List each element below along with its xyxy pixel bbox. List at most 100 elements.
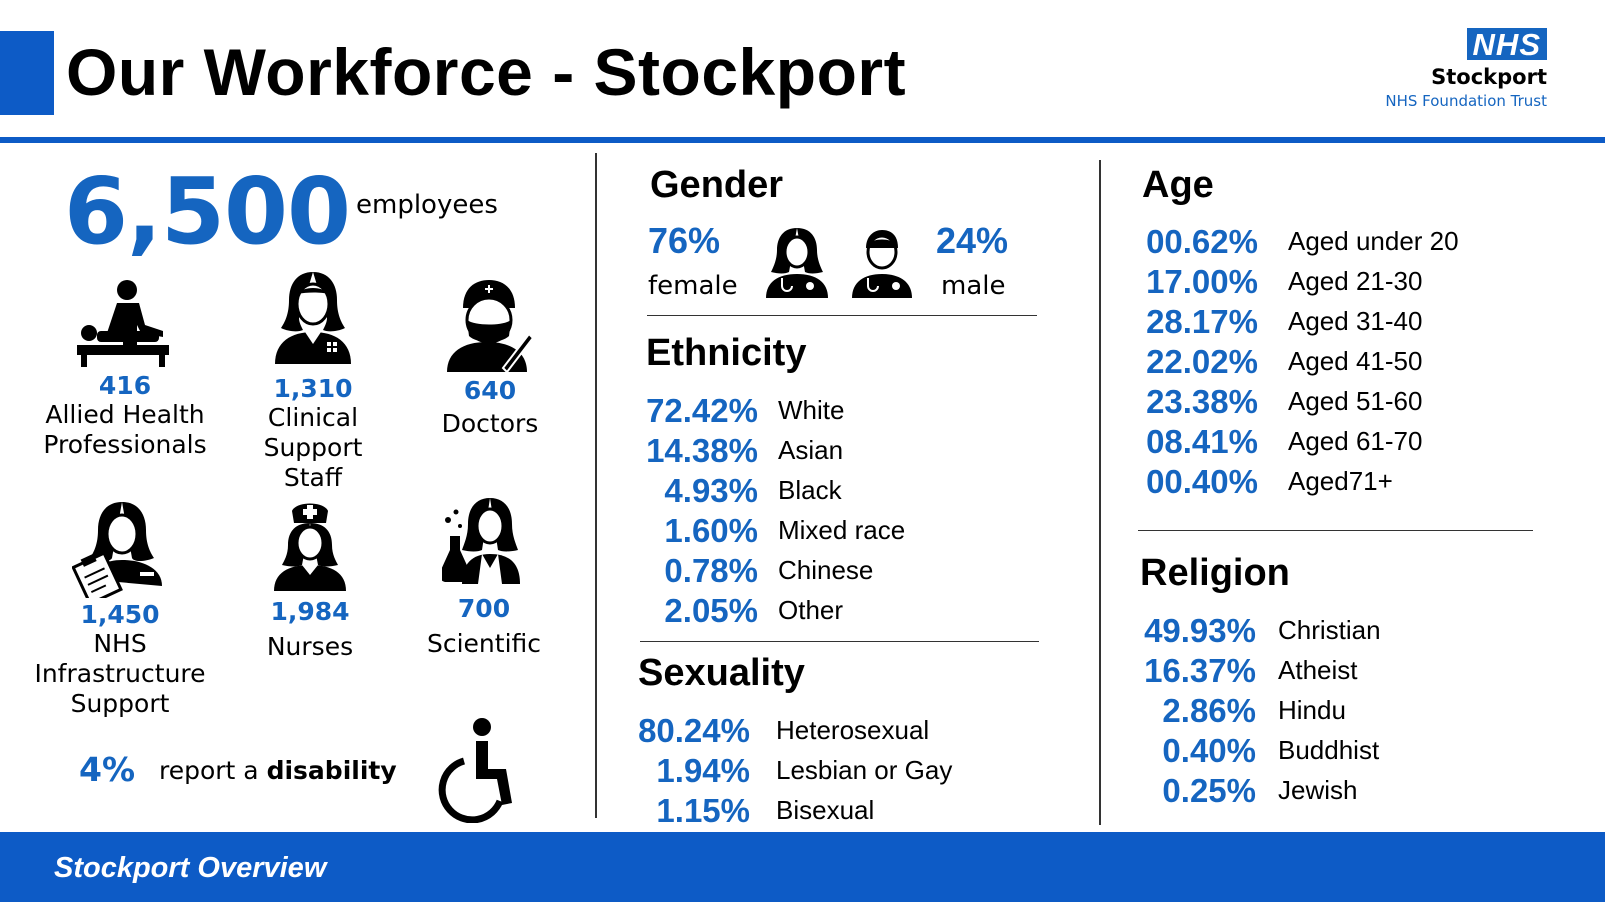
disability-percentage: 4% — [79, 750, 136, 789]
male-doctor-icon — [852, 230, 912, 298]
ethnicity-pct: 72.42% — [646, 392, 758, 429]
sexuality-pct: 1.94% — [656, 752, 750, 789]
religion-list: 49.93% Christian 16.37% Atheist 2.86% Hindu… — [1138, 612, 1578, 812]
ethnicity-label: Black — [778, 475, 842, 505]
female-doctor-icon — [766, 228, 828, 298]
ethnicity-pct: 14.38% — [646, 432, 758, 469]
staff-label-line: Infrastructure — [34, 659, 206, 688]
staff-label: Scientific — [414, 629, 554, 659]
ethnicity-label: Chinese — [778, 555, 874, 585]
sexuality-label: Bisexual — [776, 795, 875, 825]
staff-count: 1,310 — [273, 374, 353, 403]
sexuality-label: Lesbian or Gay — [776, 755, 953, 785]
staff-label-line: Clinical — [267, 403, 359, 432]
nhs-badge: NHS — [1466, 28, 1547, 60]
sexuality-list: 80.24% Heterosexual 1.94% Lesbian or Gay 1… — [632, 712, 1032, 832]
scientist-icon — [442, 498, 520, 584]
staff-label-line: Doctors — [441, 409, 539, 438]
staff-count: 416 — [98, 371, 152, 400]
female-label: female — [648, 271, 738, 301]
age-label: Aged under 20 — [1288, 226, 1459, 256]
ethnicity-pct: 0.78% — [664, 552, 758, 589]
age-pct: 00.62% — [1146, 223, 1258, 260]
religion-label: Atheist — [1278, 655, 1358, 685]
gender-divider — [647, 315, 1037, 316]
disability-text-prefix: report a — [159, 756, 267, 785]
age-label: Aged 51-60 — [1288, 386, 1423, 416]
ethnicity-list: 72.42% White 14.38% Asian 4.93% Black 1.60%… — [640, 392, 1040, 632]
disability-text-bold: disability — [266, 756, 397, 785]
total-employees-count: 6,500 — [64, 158, 351, 265]
sexuality-heading: Sexuality — [638, 652, 805, 694]
physiotherapy-icon — [77, 280, 169, 367]
staff-group-allied-health: 416 Allied Health Professionals — [30, 275, 220, 460]
age-pct: 17.00% — [1146, 263, 1258, 300]
nurse-icon — [274, 503, 346, 591]
staff-count: 1,984 — [270, 597, 350, 626]
staff-group-doctors: 640 Doctors — [420, 278, 560, 439]
religion-pct: 0.40% — [1162, 732, 1256, 769]
religion-pct: 16.37% — [1144, 652, 1256, 689]
staff-label-line: Nurses — [266, 632, 354, 661]
staff-label-line: Scientific — [426, 629, 542, 658]
female-percentage: 76% — [648, 220, 721, 261]
wheelchair-icon — [438, 718, 512, 823]
staff-count: 1,450 — [80, 600, 160, 629]
title-accent-bar — [0, 31, 54, 115]
staff-group-clinical-support: 1,310 Clinical Support Staff — [243, 268, 383, 493]
staff-label-line: Support — [263, 433, 363, 462]
male-label: male — [941, 271, 1006, 301]
staff-label: NHS Infrastructure Support — [30, 629, 210, 719]
page-title: Our Workforce - Stockport — [66, 35, 907, 109]
logo-org-name: Stockport — [1431, 65, 1547, 89]
age-label: Aged 21-30 — [1288, 266, 1423, 296]
ethnicity-pct: 4.93% — [664, 472, 758, 509]
ethnicity-heading: Ethnicity — [646, 332, 807, 374]
staff-label-line: Allied Health — [45, 400, 205, 429]
staff-label: Clinical Support Staff — [243, 403, 383, 493]
column-divider-1 — [595, 153, 597, 818]
ethnicity-label: Mixed race — [778, 515, 906, 545]
staff-label: Allied Health Professionals — [30, 400, 220, 460]
staff-count: 640 — [463, 376, 517, 405]
staff-group-scientific: 700 Scientific — [414, 496, 554, 659]
religion-label: Hindu — [1278, 695, 1346, 725]
staff-group-infrastructure: 1,450 NHS Infrastructure Support — [30, 500, 210, 719]
staff-label-line: NHS — [93, 629, 147, 658]
male-percentage: 24% — [936, 220, 1009, 261]
ethnicity-pct: 2.05% — [664, 592, 758, 629]
age-label: Aged 41-50 — [1288, 346, 1423, 376]
age-label: Aged 61-70 — [1288, 426, 1423, 456]
ethnicity-label: Other — [778, 595, 844, 625]
sexuality-pct: 80.24% — [638, 712, 750, 749]
female-support-worker-icon — [275, 272, 351, 364]
clipboard-worker-icon — [72, 502, 162, 598]
disability-text: report a disability — [159, 756, 397, 785]
religion-pct: 0.25% — [1162, 772, 1256, 809]
ethnicity-label: White — [778, 395, 845, 425]
nhs-logo: NHS Stockport NHS Foundation Trust — [1385, 28, 1547, 110]
age-pct: 08.41% — [1146, 423, 1258, 460]
ethnicity-pct: 1.60% — [664, 512, 758, 549]
sexuality-label: Heterosexual — [776, 715, 930, 745]
staff-label-line: Professionals — [43, 430, 207, 459]
religion-heading: Religion — [1140, 552, 1290, 594]
age-label: Aged 31-40 — [1288, 306, 1423, 336]
logo-trust-name: NHS Foundation Trust — [1385, 92, 1547, 110]
religion-label: Christian — [1278, 615, 1381, 645]
age-pct: 28.17% — [1146, 303, 1258, 340]
header-rule — [0, 137, 1605, 143]
age-pct: 23.38% — [1146, 383, 1258, 420]
gender-heading: Gender — [650, 164, 784, 206]
footer-title: Stockport Overview — [54, 852, 327, 884]
staff-label: Doctors — [420, 409, 560, 439]
ethnicity-divider — [640, 641, 1039, 642]
staff-count: 700 — [457, 594, 511, 623]
staff-label: Nurses — [240, 632, 380, 662]
age-pct: 00.40% — [1146, 463, 1258, 500]
staff-label-line: Staff — [283, 463, 343, 492]
sexuality-pct: 1.15% — [656, 792, 750, 829]
column-divider-2 — [1099, 160, 1101, 825]
footer-bar — [0, 832, 1605, 902]
age-label: Aged71+ — [1288, 466, 1393, 496]
